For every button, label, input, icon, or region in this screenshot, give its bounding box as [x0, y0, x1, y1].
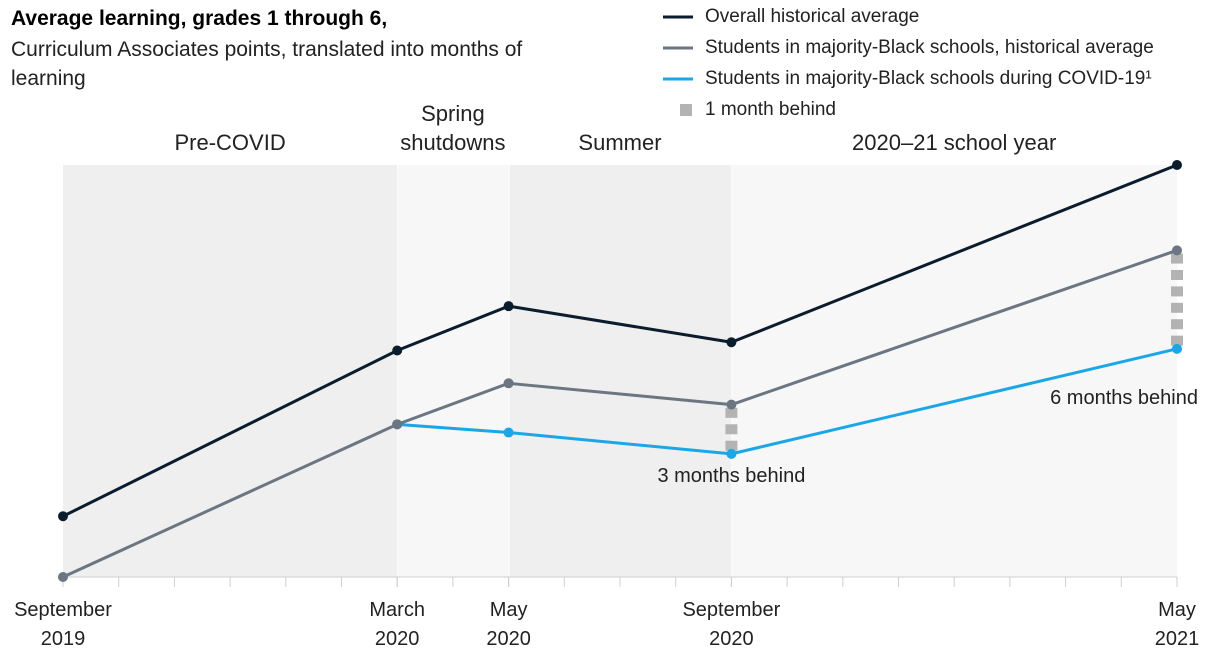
- period-band: [732, 165, 1177, 577]
- period-band: [63, 165, 398, 577]
- point: [1172, 160, 1182, 170]
- point: [503, 301, 514, 312]
- gap-square: [1171, 302, 1183, 313]
- gap-square: [1171, 269, 1183, 280]
- gap-squares: [725, 407, 738, 451]
- gap-square: [725, 407, 738, 418]
- legend-label: Students in majority-Black schools durin…: [705, 68, 1152, 89]
- gap-square: [1171, 286, 1183, 297]
- x-tick-label: May 2020: [486, 599, 531, 650]
- gap-squares: [1171, 253, 1183, 346]
- point: [392, 419, 403, 430]
- gap-square: [1171, 253, 1183, 264]
- period-band: [398, 165, 509, 577]
- period-label: 2020–21 school year: [852, 130, 1057, 155]
- series-line: [397, 347, 1178, 456]
- period-band: [509, 165, 732, 577]
- point: [503, 378, 514, 389]
- legend-label: 1 month behind: [705, 99, 836, 120]
- period-label: Spring shutdowns: [400, 101, 506, 155]
- legend-label: Students in majority-Black schools, hist…: [705, 37, 1154, 58]
- point: [726, 337, 737, 348]
- period-label: Summer: [578, 130, 662, 155]
- point: [726, 399, 737, 410]
- point: [58, 572, 68, 582]
- point: [58, 511, 68, 522]
- chart-subtitle: Curriculum Associates points, translated…: [11, 38, 523, 90]
- period-label: Pre-COVID: [174, 130, 286, 155]
- point: [1172, 245, 1182, 256]
- gap-square: [1171, 319, 1183, 330]
- point: [503, 427, 514, 438]
- x-tick-label: September 2020: [682, 599, 781, 650]
- legend-label: Overall historical average: [705, 6, 920, 27]
- chart-title: Average learning, grades 1 through 6,: [11, 7, 388, 30]
- gap-square: [725, 440, 738, 451]
- x-tick-label: May 2021: [1154, 599, 1200, 650]
- x-tick-label: March 2020: [369, 599, 425, 650]
- gap-label: 3 months behind: [657, 464, 806, 487]
- x-tick-label: September 2019: [14, 599, 112, 650]
- gap-label: 6 months behind: [1050, 386, 1198, 409]
- gap-square: [1171, 335, 1183, 346]
- point: [392, 345, 403, 356]
- point: [1172, 343, 1182, 354]
- gap-square: [725, 424, 738, 435]
- point: [726, 448, 737, 459]
- legend-swatch: [680, 104, 692, 116]
